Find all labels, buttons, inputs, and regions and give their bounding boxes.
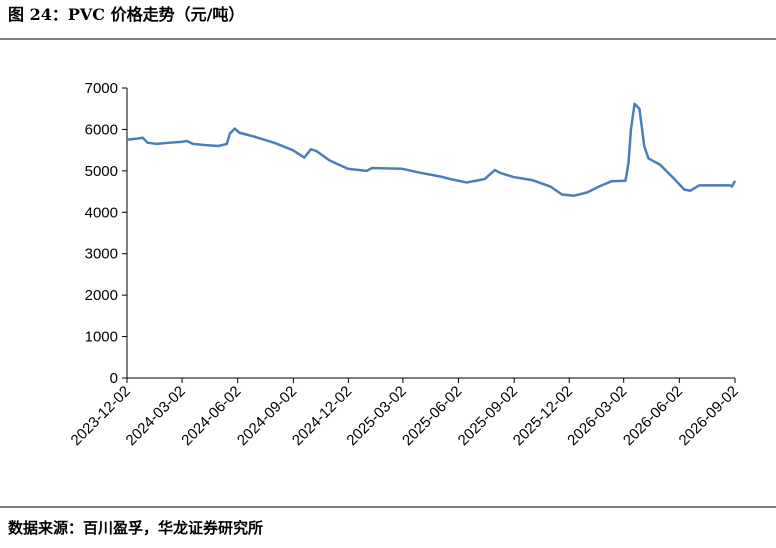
- y-tick-label: 5000: [85, 163, 118, 180]
- y-tick-label: 2000: [85, 287, 118, 304]
- y-tick-label: 4000: [85, 204, 118, 221]
- y-tick-label: 3000: [85, 246, 118, 263]
- y-tick-label: 0: [110, 370, 118, 387]
- y-tick-label: 6000: [85, 121, 118, 138]
- x-tick-label: 2026-09-02: [676, 383, 742, 449]
- source-note: 数据来源：百川盈孚，华龙证券研究所: [8, 519, 263, 537]
- y-tick-label: 1000: [85, 329, 118, 346]
- chart-title: 图 24：PVC 价格走势（元/吨）: [8, 5, 244, 24]
- y-tick-label: 7000: [85, 80, 118, 97]
- series-line: [126, 102, 737, 197]
- x-tick-label: 2026-06-02: [620, 383, 686, 449]
